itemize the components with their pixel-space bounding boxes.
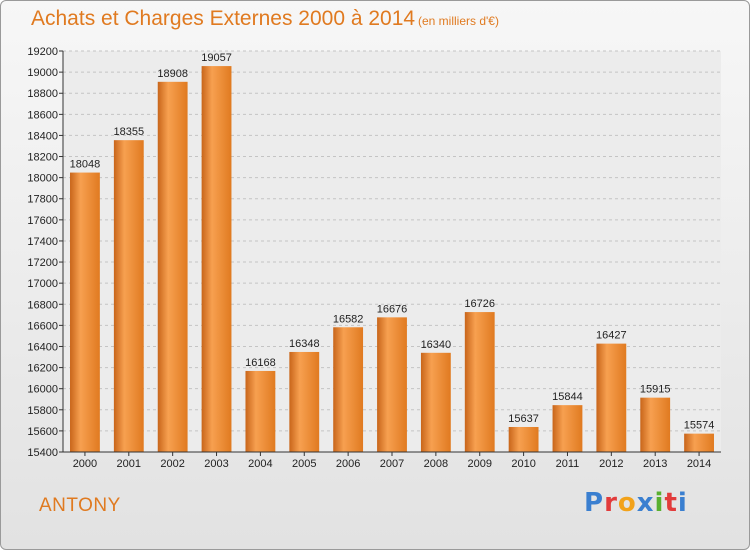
bar	[684, 433, 714, 452]
bar-value-label: 18048	[70, 159, 101, 171]
y-tick-label: 18200	[27, 152, 58, 164]
logo-letter: x	[636, 488, 655, 518]
x-tick-label: 2010	[511, 458, 535, 470]
bar-value-label: 16582	[333, 313, 364, 325]
y-tick-label: 16800	[27, 299, 58, 311]
bar	[70, 172, 100, 452]
x-tick-label: 2006	[336, 458, 360, 470]
y-tick-label: 15800	[27, 405, 58, 417]
x-tick-label: 2005	[292, 458, 316, 470]
x-tick-label: 2012	[599, 458, 623, 470]
city-name: ANTONY	[39, 495, 121, 516]
x-tick-label: 2013	[643, 458, 667, 470]
y-tick-label: 16400	[27, 341, 58, 353]
bar-value-label: 18908	[157, 68, 188, 80]
y-tick-label: 15600	[27, 426, 58, 438]
logo-letter: r	[604, 488, 618, 518]
bar-value-label: 15574	[684, 420, 715, 432]
bar	[640, 397, 671, 452]
y-tick-label: 17800	[27, 194, 58, 206]
y-tick-label: 17000	[27, 278, 58, 290]
bar	[157, 81, 188, 452]
y-tick-label: 17200	[27, 257, 58, 269]
bar-value-label: 15915	[640, 384, 671, 396]
x-tick-label: 2007	[380, 458, 404, 470]
bar-value-label: 16348	[289, 338, 320, 350]
x-tick-label: 2009	[467, 458, 491, 470]
bar	[552, 405, 583, 452]
y-tick-label: 16000	[27, 384, 58, 396]
y-tick-label: 17600	[27, 215, 58, 227]
logo-letter: i	[677, 488, 688, 518]
bar-value-label: 19057	[201, 52, 232, 64]
y-tick-label: 19000	[27, 67, 58, 79]
bar	[596, 343, 627, 452]
bar	[420, 352, 451, 452]
bar	[377, 317, 407, 452]
y-tick-label: 18000	[27, 173, 58, 185]
bar-value-label: 16676	[377, 303, 408, 315]
bar	[113, 140, 144, 452]
bar	[245, 370, 276, 452]
x-tick-label: 2002	[160, 458, 184, 470]
y-tick-label: 16200	[27, 363, 58, 375]
bar	[508, 426, 539, 452]
y-tick-label: 18600	[27, 109, 58, 121]
bar-value-label: 15637	[508, 413, 539, 425]
logo-letter: i	[654, 488, 665, 518]
chart-subtitle: (en milliers d'€)	[418, 14, 499, 28]
logo-letter: t	[664, 488, 678, 518]
bar	[464, 312, 495, 452]
x-tick-label: 2004	[248, 458, 272, 470]
x-tick-label: 2011	[556, 458, 580, 470]
bar-value-label: 16427	[596, 330, 627, 342]
y-tick-label: 18800	[27, 88, 58, 100]
x-tick-label: 2001	[117, 458, 141, 470]
bar-value-label: 16340	[421, 339, 452, 351]
bar-value-label: 15844	[552, 391, 583, 403]
proxiti-logo: Proxiti	[584, 488, 688, 518]
bar-value-label: 16726	[464, 298, 495, 310]
bar	[333, 327, 364, 452]
chart-title: Achats et Charges Externes 2000 à 2014	[31, 7, 416, 30]
y-tick-label: 17400	[27, 236, 58, 248]
x-tick-label: 2014	[687, 458, 711, 470]
x-tick-label: 2003	[204, 458, 228, 470]
y-tick-label: 19200	[27, 46, 58, 58]
bar	[201, 66, 232, 452]
y-tick-label: 18400	[27, 130, 58, 142]
x-tick-label: 2008	[424, 458, 448, 470]
bar-value-label: 16168	[245, 357, 276, 369]
y-tick-label: 16600	[27, 320, 58, 332]
logo-letter: o	[617, 488, 637, 518]
logo-letter: P	[584, 488, 605, 518]
y-tick-label: 15400	[27, 447, 58, 459]
x-tick-label: 2000	[73, 458, 97, 470]
bar-value-label: 18355	[114, 126, 145, 138]
bar	[289, 351, 320, 452]
